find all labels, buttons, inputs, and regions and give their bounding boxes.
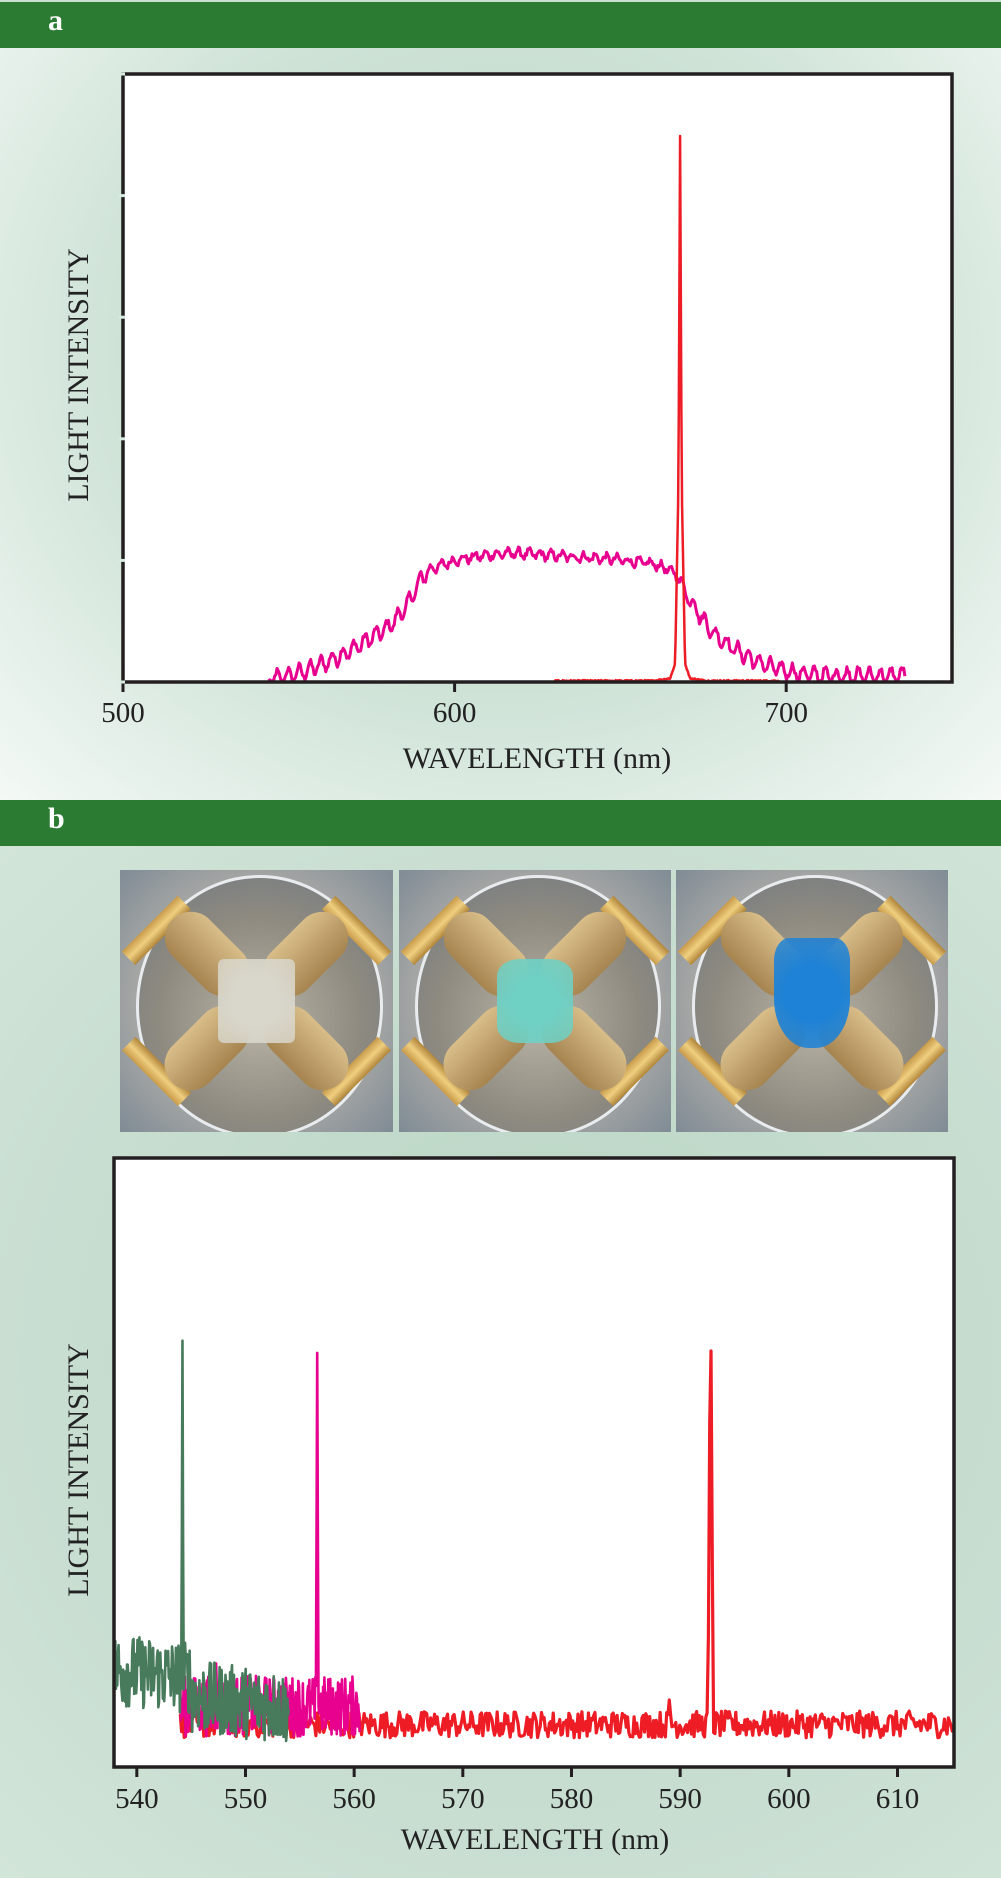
chart-a-xtick-label: 700 — [764, 697, 808, 729]
chart-a-xtick-label: 500 — [101, 697, 145, 729]
chart-a-series-broadband — [267, 545, 907, 683]
sample-photo-1 — [120, 870, 393, 1132]
sample-photo-3 — [676, 870, 948, 1132]
chart-a-ylabel: LIGHT INTENSITY — [62, 248, 95, 502]
chart-a-ticks — [119, 72, 788, 692]
panel-b-header: b — [0, 800, 1001, 846]
chart-a-frame — [121, 72, 954, 684]
panel-a-header: a — [0, 2, 1001, 48]
elastomer-sample — [218, 959, 295, 1043]
chart-a-xtick-label: 600 — [433, 697, 477, 729]
chart-a-xlabel: WAVELENGTH (nm) — [403, 742, 672, 775]
panel-b-label: b — [48, 802, 65, 835]
chart-a-plot-area — [123, 74, 952, 682]
sample-photo-2 — [399, 870, 671, 1132]
chart-a: 500 600 700 WAVELENGTH (nm) LIGHT INTENSIT… — [62, 72, 954, 775]
chart-a-tick-labels: 500 600 700 — [101, 697, 808, 729]
elastomer-sample — [496, 959, 574, 1043]
panel-a-label: a — [48, 4, 63, 37]
elastomer-sample — [773, 938, 851, 1049]
